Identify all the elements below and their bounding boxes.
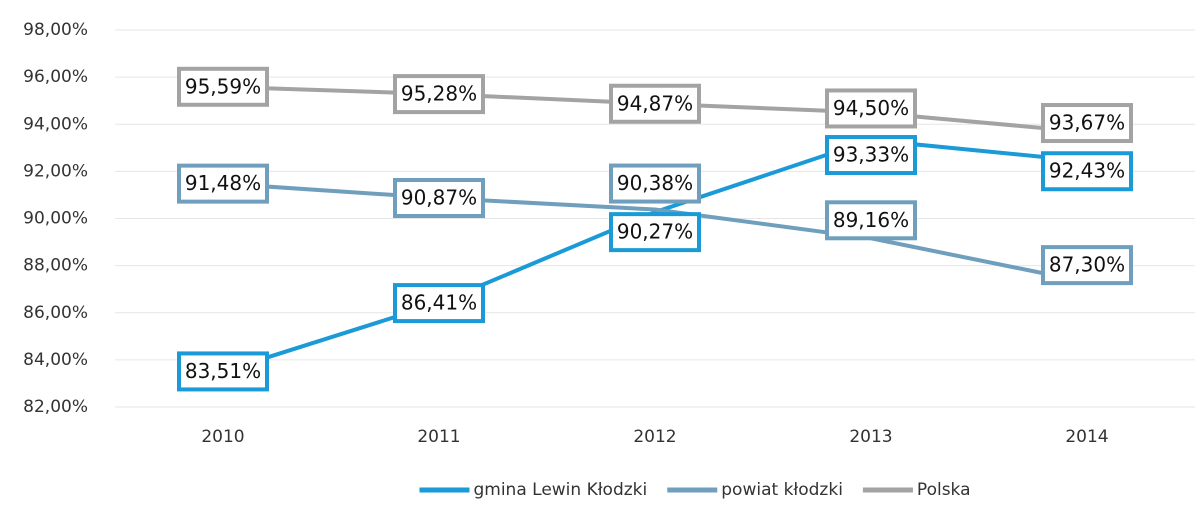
value-label-box bbox=[1041, 103, 1133, 144]
value-label-box bbox=[609, 212, 701, 253]
value-label: 95,28% bbox=[401, 82, 477, 106]
value-label: 94,50% bbox=[833, 96, 909, 120]
value-label-box bbox=[177, 351, 269, 392]
y-tick-label: 90,00% bbox=[23, 209, 88, 229]
x-tick-label: 2012 bbox=[633, 427, 676, 447]
y-tick-label: 84,00% bbox=[23, 350, 88, 370]
y-tick-label: 92,00% bbox=[23, 161, 88, 181]
legend-label: gmina Lewin Kłodzki bbox=[473, 480, 647, 500]
value-label-box bbox=[393, 74, 485, 115]
x-tick-label: 2010 bbox=[201, 427, 244, 447]
value-label-box bbox=[1041, 245, 1133, 286]
value-label-box bbox=[393, 178, 485, 219]
y-tick-label: 94,00% bbox=[23, 114, 88, 134]
value-label: 94,87% bbox=[617, 91, 693, 115]
value-label: 83,51% bbox=[185, 359, 261, 383]
legend-label: powiat kłodzki bbox=[721, 480, 843, 500]
value-label: 90,87% bbox=[401, 186, 477, 210]
value-label: 90,38% bbox=[617, 171, 693, 195]
value-label: 86,41% bbox=[401, 291, 477, 315]
value-label-box bbox=[177, 163, 269, 204]
legend: gmina Lewin Kłodzki powiat kłodzki Polska bbox=[419, 480, 971, 500]
value-label: 89,16% bbox=[833, 208, 909, 232]
y-tick-label: 86,00% bbox=[23, 303, 88, 323]
y-tick-label: 96,00% bbox=[23, 67, 88, 87]
value-label-box bbox=[825, 200, 917, 241]
value-label: 90,27% bbox=[617, 220, 693, 244]
x-tick-label: 2013 bbox=[849, 427, 892, 447]
value-label-box bbox=[825, 135, 917, 176]
value-label: 93,67% bbox=[1049, 111, 1125, 135]
value-label: 87,30% bbox=[1049, 253, 1125, 277]
y-tick-label: 88,00% bbox=[23, 256, 88, 276]
x-tick-label: 2011 bbox=[417, 427, 460, 447]
legend-label: Polska bbox=[917, 480, 971, 500]
value-label: 91,48% bbox=[185, 171, 261, 195]
y-tick-label: 98,00% bbox=[23, 20, 88, 40]
value-label-box bbox=[177, 66, 269, 107]
series-line bbox=[222, 181, 1088, 285]
value-label: 95,59% bbox=[185, 74, 261, 98]
y-tick-label: 82,00% bbox=[23, 397, 88, 417]
value-label-box bbox=[1041, 151, 1133, 192]
value-label-box bbox=[825, 88, 917, 129]
x-tick-label: 2014 bbox=[1065, 427, 1108, 447]
value-label-box bbox=[609, 83, 701, 124]
value-label: 92,43% bbox=[1049, 159, 1125, 183]
value-label-box bbox=[609, 163, 701, 204]
value-label: 93,33% bbox=[833, 143, 909, 167]
value-label-box bbox=[393, 283, 485, 324]
